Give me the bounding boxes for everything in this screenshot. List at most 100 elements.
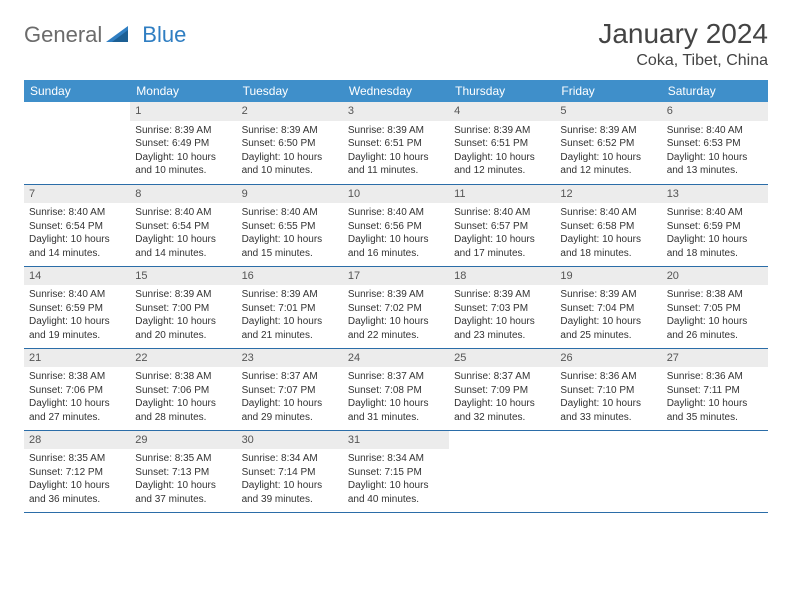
- day-body: Sunrise: 8:39 AMSunset: 6:52 PMDaylight:…: [555, 121, 661, 182]
- day-line-sunrise: Sunrise: 8:37 AM: [454, 370, 550, 384]
- calendar-day-cell: 13Sunrise: 8:40 AMSunset: 6:59 PMDayligh…: [662, 184, 768, 266]
- day-line-d2: and 21 minutes.: [242, 329, 338, 343]
- day-number: 18: [449, 267, 555, 286]
- day-line-sunset: Sunset: 6:54 PM: [29, 220, 125, 234]
- day-line-d2: and 14 minutes.: [29, 247, 125, 261]
- weekday-header: Wednesday: [343, 80, 449, 102]
- day-line-sunrise: Sunrise: 8:40 AM: [560, 206, 656, 220]
- calendar-day-cell: [24, 102, 130, 184]
- calendar-day-cell: 27Sunrise: 8:36 AMSunset: 7:11 PMDayligh…: [662, 348, 768, 430]
- calendar-day-cell: [555, 430, 661, 512]
- day-number: 9: [237, 185, 343, 204]
- calendar-day-cell: 29Sunrise: 8:35 AMSunset: 7:13 PMDayligh…: [130, 430, 236, 512]
- day-line-d1: Daylight: 10 hours: [560, 233, 656, 247]
- day-body: Sunrise: 8:38 AMSunset: 7:05 PMDaylight:…: [662, 285, 768, 346]
- day-line-sunrise: Sunrise: 8:38 AM: [29, 370, 125, 384]
- day-line-d2: and 10 minutes.: [242, 164, 338, 178]
- day-line-sunrise: Sunrise: 8:38 AM: [667, 288, 763, 302]
- day-line-d2: and 10 minutes.: [135, 164, 231, 178]
- day-line-d1: Daylight: 10 hours: [454, 397, 550, 411]
- day-number: 4: [449, 102, 555, 121]
- calendar-week-row: 14Sunrise: 8:40 AMSunset: 6:59 PMDayligh…: [24, 266, 768, 348]
- calendar-day-cell: 28Sunrise: 8:35 AMSunset: 7:12 PMDayligh…: [24, 430, 130, 512]
- calendar-day-cell: [449, 430, 555, 512]
- day-line-sunset: Sunset: 6:55 PM: [242, 220, 338, 234]
- day-line-d1: Daylight: 10 hours: [348, 151, 444, 165]
- day-body: Sunrise: 8:40 AMSunset: 6:59 PMDaylight:…: [662, 203, 768, 264]
- day-number: 12: [555, 185, 661, 204]
- location-text: Coka, Tibet, China: [598, 52, 768, 70]
- day-line-sunset: Sunset: 7:06 PM: [135, 384, 231, 398]
- day-line-sunset: Sunset: 7:00 PM: [135, 302, 231, 316]
- day-line-d2: and 23 minutes.: [454, 329, 550, 343]
- day-body: Sunrise: 8:39 AMSunset: 7:03 PMDaylight:…: [449, 285, 555, 346]
- logo-text-blue: Blue: [142, 22, 186, 48]
- day-line-d2: and 16 minutes.: [348, 247, 444, 261]
- calendar-body: 1Sunrise: 8:39 AMSunset: 6:49 PMDaylight…: [24, 102, 768, 512]
- day-line-sunset: Sunset: 7:07 PM: [242, 384, 338, 398]
- day-number: 19: [555, 267, 661, 286]
- weekday-header: Sunday: [24, 80, 130, 102]
- day-line-sunrise: Sunrise: 8:35 AM: [29, 452, 125, 466]
- day-line-sunset: Sunset: 7:11 PM: [667, 384, 763, 398]
- day-line-d2: and 40 minutes.: [348, 493, 444, 507]
- day-line-d1: Daylight: 10 hours: [667, 315, 763, 329]
- day-line-d1: Daylight: 10 hours: [348, 397, 444, 411]
- calendar-day-cell: 4Sunrise: 8:39 AMSunset: 6:51 PMDaylight…: [449, 102, 555, 184]
- calendar-day-cell: 10Sunrise: 8:40 AMSunset: 6:56 PMDayligh…: [343, 184, 449, 266]
- day-line-sunrise: Sunrise: 8:39 AM: [135, 124, 231, 138]
- day-number: 8: [130, 185, 236, 204]
- calendar-day-cell: [662, 430, 768, 512]
- logo: General Blue: [24, 22, 186, 48]
- day-line-sunset: Sunset: 7:13 PM: [135, 466, 231, 480]
- day-number: 17: [343, 267, 449, 286]
- day-line-d1: Daylight: 10 hours: [135, 151, 231, 165]
- calendar-day-cell: 3Sunrise: 8:39 AMSunset: 6:51 PMDaylight…: [343, 102, 449, 184]
- calendar-week-row: 1Sunrise: 8:39 AMSunset: 6:49 PMDaylight…: [24, 102, 768, 184]
- month-title: January 2024: [598, 18, 768, 50]
- day-body: Sunrise: 8:39 AMSunset: 7:01 PMDaylight:…: [237, 285, 343, 346]
- day-body: Sunrise: 8:37 AMSunset: 7:09 PMDaylight:…: [449, 367, 555, 428]
- calendar-day-cell: 7Sunrise: 8:40 AMSunset: 6:54 PMDaylight…: [24, 184, 130, 266]
- day-number: 26: [555, 349, 661, 368]
- day-line-sunset: Sunset: 7:09 PM: [454, 384, 550, 398]
- day-line-d1: Daylight: 10 hours: [560, 397, 656, 411]
- day-line-d1: Daylight: 10 hours: [135, 233, 231, 247]
- day-line-sunset: Sunset: 7:08 PM: [348, 384, 444, 398]
- calendar-day-cell: 8Sunrise: 8:40 AMSunset: 6:54 PMDaylight…: [130, 184, 236, 266]
- day-line-d2: and 11 minutes.: [348, 164, 444, 178]
- day-line-sunrise: Sunrise: 8:39 AM: [560, 124, 656, 138]
- calendar-day-cell: 30Sunrise: 8:34 AMSunset: 7:14 PMDayligh…: [237, 430, 343, 512]
- day-line-d2: and 26 minutes.: [667, 329, 763, 343]
- calendar-day-cell: 20Sunrise: 8:38 AMSunset: 7:05 PMDayligh…: [662, 266, 768, 348]
- day-line-sunrise: Sunrise: 8:37 AM: [348, 370, 444, 384]
- day-number: 11: [449, 185, 555, 204]
- day-body: Sunrise: 8:39 AMSunset: 6:50 PMDaylight:…: [237, 121, 343, 182]
- day-number: 21: [24, 349, 130, 368]
- day-line-sunset: Sunset: 6:50 PM: [242, 137, 338, 151]
- day-line-sunrise: Sunrise: 8:39 AM: [454, 288, 550, 302]
- day-number: 13: [662, 185, 768, 204]
- calendar-week-row: 21Sunrise: 8:38 AMSunset: 7:06 PMDayligh…: [24, 348, 768, 430]
- weekday-row: Sunday Monday Tuesday Wednesday Thursday…: [24, 80, 768, 102]
- day-line-sunrise: Sunrise: 8:39 AM: [454, 124, 550, 138]
- day-number: 29: [130, 431, 236, 450]
- day-line-sunset: Sunset: 6:57 PM: [454, 220, 550, 234]
- day-body: Sunrise: 8:35 AMSunset: 7:12 PMDaylight:…: [24, 449, 130, 510]
- weekday-header: Friday: [555, 80, 661, 102]
- day-line-d1: Daylight: 10 hours: [135, 315, 231, 329]
- day-line-sunrise: Sunrise: 8:40 AM: [667, 206, 763, 220]
- weekday-header: Tuesday: [237, 80, 343, 102]
- calendar-day-cell: 14Sunrise: 8:40 AMSunset: 6:59 PMDayligh…: [24, 266, 130, 348]
- day-body: Sunrise: 8:40 AMSunset: 6:55 PMDaylight:…: [237, 203, 343, 264]
- day-line-sunrise: Sunrise: 8:35 AM: [135, 452, 231, 466]
- day-line-d1: Daylight: 10 hours: [29, 233, 125, 247]
- day-number: 25: [449, 349, 555, 368]
- day-number: 30: [237, 431, 343, 450]
- day-line-d2: and 25 minutes.: [560, 329, 656, 343]
- day-line-sunset: Sunset: 6:49 PM: [135, 137, 231, 151]
- calendar-day-cell: 15Sunrise: 8:39 AMSunset: 7:00 PMDayligh…: [130, 266, 236, 348]
- day-number: 14: [24, 267, 130, 286]
- day-line-sunset: Sunset: 7:06 PM: [29, 384, 125, 398]
- day-line-d2: and 29 minutes.: [242, 411, 338, 425]
